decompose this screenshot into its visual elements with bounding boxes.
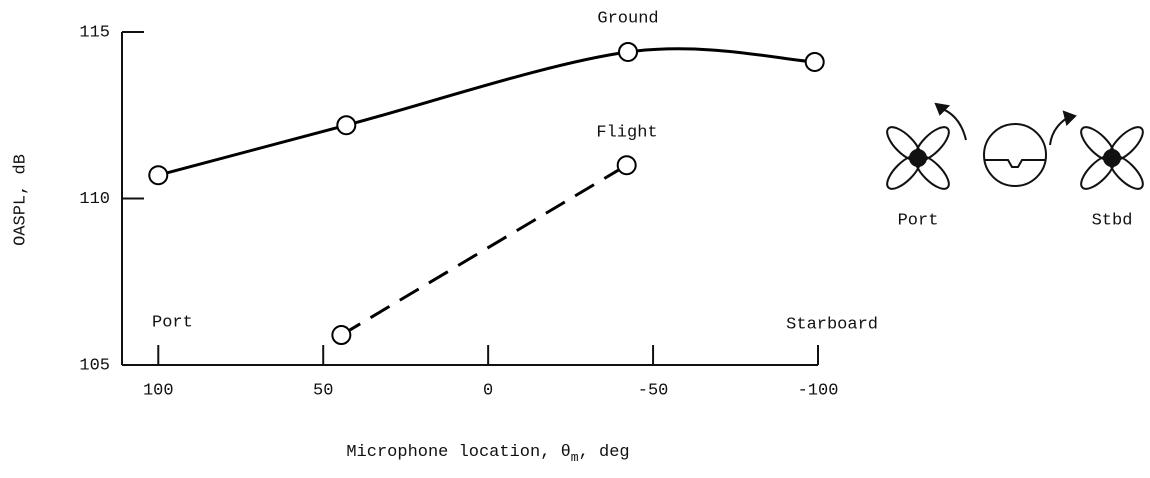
data-point: [331, 325, 352, 346]
x-tick-label: -50: [638, 381, 669, 400]
data-point: [336, 115, 357, 136]
x-tick-label: -100: [798, 381, 839, 400]
data-point: [148, 165, 169, 186]
series-label: Ground: [597, 9, 658, 28]
y-tick-label: 105: [79, 356, 110, 375]
x-axis-label-suffix: , deg: [579, 443, 630, 462]
x-tick-label: 0: [483, 381, 493, 400]
x-tick-label: 50: [313, 381, 333, 400]
series-line: [157, 47, 815, 177]
data-point: [804, 51, 825, 72]
y-axis-label: OASPL, dB: [11, 154, 30, 246]
y-tick-label: 115: [79, 23, 110, 42]
x-axis-label: Microphone location, θm, deg: [346, 443, 629, 465]
annotation: Port: [152, 313, 193, 332]
propeller-diagram: [886, 102, 1144, 190]
annotation: Starboard: [786, 315, 878, 334]
series-label: Flight: [596, 123, 657, 142]
y-tick-label: 110: [79, 190, 110, 209]
x-tick-label: 100: [143, 381, 174, 400]
series-line: [340, 163, 628, 337]
data-point: [616, 155, 637, 176]
diagram-label: Port: [898, 211, 939, 230]
data-point: [618, 41, 639, 62]
x-axis-label-text: Microphone location, θ: [346, 443, 570, 462]
diagram-label: Stbd: [1092, 211, 1133, 230]
x-axis-label-subscript: m: [571, 450, 579, 465]
